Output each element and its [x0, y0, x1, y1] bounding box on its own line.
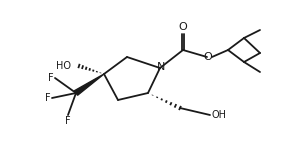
Text: F: F	[48, 73, 54, 83]
Text: F: F	[65, 116, 71, 126]
Text: O: O	[204, 52, 212, 62]
Text: N: N	[157, 62, 165, 72]
Text: O: O	[179, 22, 187, 32]
Text: HO: HO	[56, 61, 71, 71]
Text: OH: OH	[212, 110, 227, 120]
Polygon shape	[74, 74, 104, 95]
Text: F: F	[45, 93, 51, 103]
